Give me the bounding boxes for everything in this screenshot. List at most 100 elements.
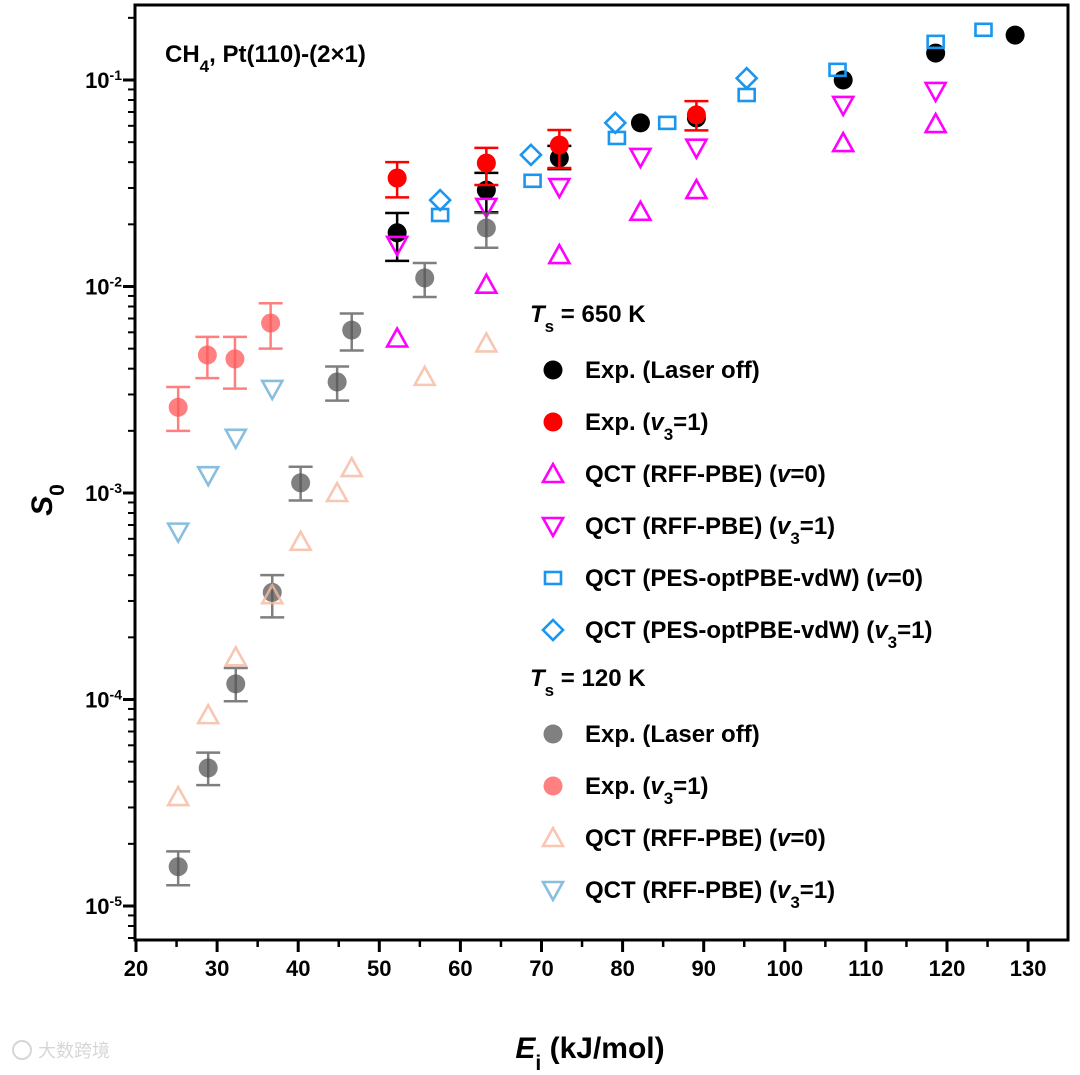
data-point	[198, 758, 218, 778]
series-8	[165, 330, 499, 807]
label-segment: -1	[110, 67, 123, 83]
data-point	[223, 644, 248, 667]
data-point	[387, 168, 407, 188]
chart-title: CH4, Pt(110)-(2×1)	[165, 41, 366, 76]
y-tick-label: 10-3	[85, 480, 122, 506]
x-tick-label: 130	[1010, 956, 1047, 981]
label-segment: 10	[85, 688, 109, 713]
legend-label: QCT (RFF-PBE) (v3=1)	[585, 877, 835, 912]
data-point	[734, 66, 759, 91]
label-segment: CH	[165, 41, 200, 68]
legend-marker	[543, 412, 563, 432]
label-segment: =0)	[790, 461, 825, 488]
label-segment: =1)	[673, 773, 708, 800]
data-point	[168, 857, 188, 877]
y-tick-label: 10-1	[85, 67, 122, 93]
label-segment: s	[545, 317, 554, 336]
x-tick-label: 40	[286, 956, 310, 981]
data-point	[165, 522, 191, 545]
series-2	[384, 111, 948, 348]
legend-item: QCT (RFF-PBE) (v=0)	[540, 825, 826, 852]
data-marks	[165, 22, 1025, 887]
label-segment: i	[535, 1052, 541, 1071]
legend-item: QCT (PES-optPBE-vdW) (v3=1)	[541, 617, 933, 652]
data-point	[549, 135, 569, 155]
y-tick-label: 10-2	[85, 274, 122, 300]
plot-frame	[133, 3, 1070, 942]
watermark-logo: 大数跨境	[12, 1040, 110, 1061]
label-segment: -5	[110, 893, 123, 909]
label-segment: -3	[110, 480, 123, 496]
label-segment: v	[777, 877, 792, 904]
x-tick-label: 100	[766, 956, 803, 981]
y-axis-label: S0	[26, 484, 69, 516]
label-segment: -4	[110, 687, 123, 703]
label-segment: =1)	[800, 877, 835, 904]
data-point	[628, 147, 653, 170]
label-segment: QCT (RFF-PBE) (	[585, 877, 777, 904]
legend-marker	[543, 570, 563, 586]
label-segment: 3	[790, 893, 799, 912]
data-point	[1005, 25, 1025, 45]
legend-label: QCT (RFF-PBE) (v3=1)	[585, 513, 835, 548]
x-tick-label: 110	[848, 956, 884, 981]
label-segment: QCT (RFF-PBE) (	[585, 461, 777, 488]
label-segment: v	[650, 409, 665, 436]
data-point	[195, 465, 221, 488]
legend-heading: Ts = 120 K	[530, 665, 646, 700]
data-point	[923, 111, 948, 134]
data-point	[474, 272, 499, 295]
legend-item: Exp. (Laser off)	[543, 721, 760, 748]
data-point	[474, 197, 499, 220]
legend-label: QCT (RFF-PBE) (v=0)	[585, 461, 826, 488]
legend-heading: Ts = 650 K	[530, 301, 646, 336]
series-1	[385, 99, 709, 199]
label-segment: Exp. (Laser off)	[585, 721, 760, 748]
legend-marker	[540, 825, 566, 848]
data-point	[288, 529, 313, 552]
label-segment: Exp. (Laser off)	[585, 357, 760, 384]
label-segment: =1)	[800, 513, 835, 540]
data-point	[519, 143, 543, 167]
watermark-text: 大数跨境	[38, 1041, 110, 1061]
label-segment: T	[530, 301, 547, 328]
data-point	[830, 95, 856, 118]
data-point	[607, 130, 627, 146]
legend-label: QCT (RFF-PBE) (v=0)	[585, 825, 826, 852]
data-point	[974, 22, 993, 38]
legend-item: QCT (RFF-PBE) (v=0)	[540, 461, 826, 488]
data-point	[260, 379, 285, 402]
data-point	[384, 325, 410, 348]
data-point	[428, 188, 452, 212]
legend-label: Exp. (v3=1)	[585, 773, 709, 808]
legend-item: Exp. (Laser off)	[543, 357, 760, 384]
data-point	[523, 173, 542, 189]
data-point	[686, 105, 706, 125]
data-point	[923, 81, 948, 104]
label-segment: T	[530, 665, 547, 692]
legend-item: QCT (PES-optPBE-vdW) (v=0)	[543, 565, 923, 592]
data-point	[926, 43, 946, 63]
legend-marker	[543, 724, 563, 744]
data-point	[547, 242, 572, 265]
y-tick-label: 10-4	[85, 687, 122, 713]
legend-label: QCT (PES-optPBE-vdW) (v3=1)	[585, 617, 933, 652]
label-segment: = 650 K	[554, 301, 646, 328]
label-segment: v	[874, 565, 889, 592]
data-point	[926, 34, 945, 50]
series-7	[166, 301, 283, 433]
data-point	[828, 62, 847, 78]
data-point	[262, 582, 282, 602]
legend-marker	[540, 516, 566, 539]
data-point	[261, 313, 281, 333]
label-segment: -2	[110, 274, 123, 290]
legend-label: Exp. (Laser off)	[585, 721, 760, 748]
legend-marker	[543, 360, 563, 380]
data-point	[476, 218, 496, 238]
data-point	[387, 223, 407, 243]
label-segment: 10	[85, 894, 109, 919]
label-segment: QCT (PES-optPBE-vdW) (	[585, 617, 874, 644]
data-point	[684, 138, 709, 161]
legend-item: QCT (RFF-PBE) (v3=1)	[540, 513, 835, 548]
x-tick-label: 50	[367, 956, 391, 981]
